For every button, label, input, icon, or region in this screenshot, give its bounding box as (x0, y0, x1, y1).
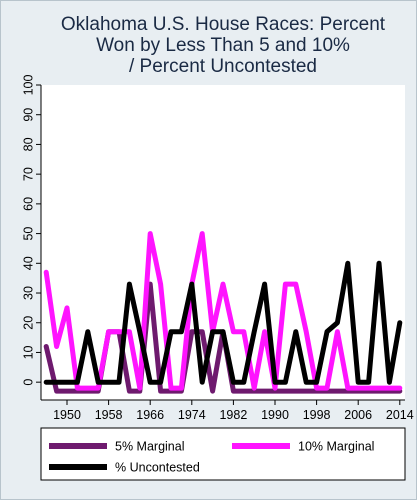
x-tick-label: 1950 (53, 408, 81, 422)
y-axis: 0 10 20 30 40 50 60 70 80 90 100 (21, 75, 42, 400)
legend-label: 5% Marginal (115, 440, 184, 454)
plot-area (41, 85, 405, 400)
y-tick-label: 100 (21, 75, 35, 96)
y-tick-label: 90 (21, 108, 35, 122)
y-tick-label: 0 (21, 379, 35, 386)
legend-box (40, 427, 406, 481)
chart-title-line-2: Won by Less Than 5 and 10% (96, 35, 350, 56)
x-tick-label: 1998 (303, 408, 331, 422)
y-tick-label: 50 (21, 227, 35, 241)
legend-label: % Uncontested (115, 461, 200, 475)
x-tick-label: 2014 (386, 408, 414, 422)
series-line-uncontested (43, 260, 403, 385)
y-tick-label: 60 (21, 197, 35, 211)
x-tick-label: 1974 (178, 408, 206, 422)
x-tick-label: 1990 (261, 408, 289, 422)
series-lines (43, 231, 403, 394)
y-tick-label: 30 (21, 286, 35, 300)
y-tick-label: 20 (21, 316, 35, 330)
legend-label: 10% Marginal (298, 440, 374, 454)
series-line-10-marginal (43, 231, 403, 391)
chart-title-line-3: / Percent Uncontested (129, 56, 317, 77)
x-tick-label: 1982 (219, 408, 247, 422)
y-tick-label: 40 (21, 256, 35, 270)
x-axis: 1950 1958 1966 1974 1982 1990 1998 2006 2014 (41, 399, 414, 422)
legend: 5% Marginal 10% Marginal % Uncontested (40, 427, 406, 481)
y-tick-label: 70 (21, 167, 35, 181)
x-tick-label: 1966 (136, 408, 164, 422)
y-tick-label: 80 (21, 137, 35, 151)
x-tick-label: 1958 (95, 408, 123, 422)
chart-title-line-1: Oklahoma U.S. House Races: Percent (61, 14, 386, 35)
x-tick-label: 2006 (344, 408, 372, 422)
y-tick-label: 10 (21, 345, 35, 359)
